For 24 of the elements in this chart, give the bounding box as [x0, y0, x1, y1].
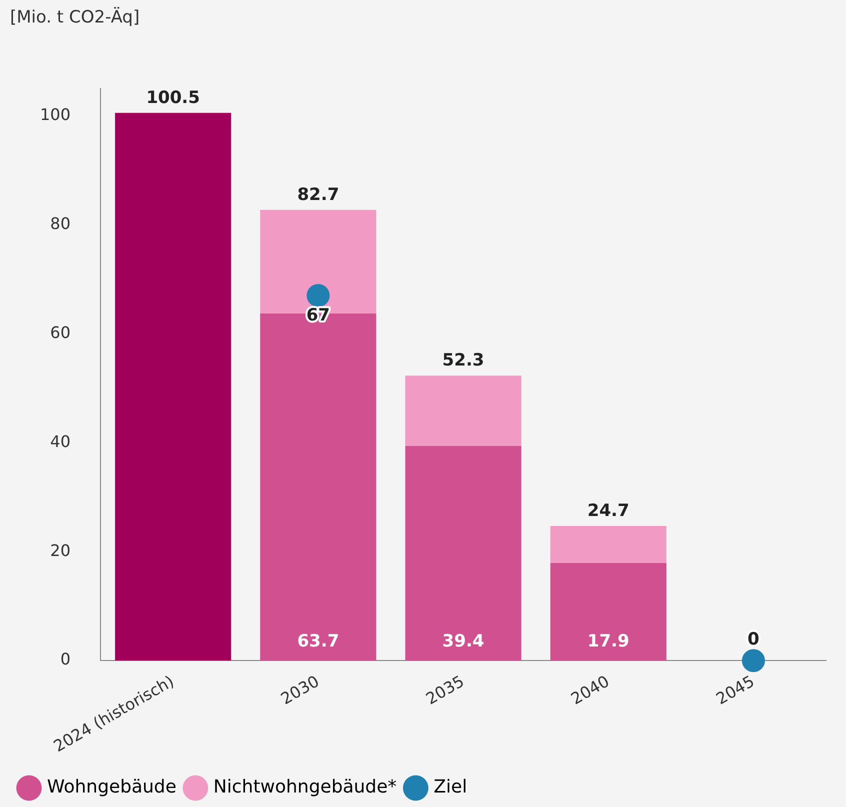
legend-label: Ziel	[434, 776, 468, 798]
legend-label: Wohngebäude	[47, 776, 176, 798]
y-tick-label: 0	[60, 650, 71, 669]
bar	[550, 526, 666, 564]
bar	[405, 446, 522, 661]
total-label: 24.7	[587, 500, 630, 521]
y-tick-label: 100	[40, 104, 71, 124]
y-tick-label: 80	[50, 214, 71, 233]
legend-label: Nichtwohngebäude*	[213, 776, 397, 798]
total-label: 82.7	[297, 184, 340, 205]
y-tick-label: 60	[50, 322, 71, 342]
data-label: 17.9	[587, 632, 630, 652]
bar	[405, 376, 522, 446]
data-label: 0	[748, 630, 760, 650]
data-label: 63.7	[297, 632, 340, 652]
y-tick-label: 40	[50, 432, 71, 451]
total-label: 52.3	[442, 350, 484, 371]
y-tick-label: 20	[50, 540, 71, 560]
bar	[550, 563, 666, 661]
data-label: 39.4	[442, 632, 484, 652]
total-label: 100.5	[146, 88, 200, 108]
data-label: 67	[306, 305, 330, 326]
bar	[115, 112, 232, 661]
y-axis-title: [Mio. t CO2-Äq]	[10, 6, 140, 28]
